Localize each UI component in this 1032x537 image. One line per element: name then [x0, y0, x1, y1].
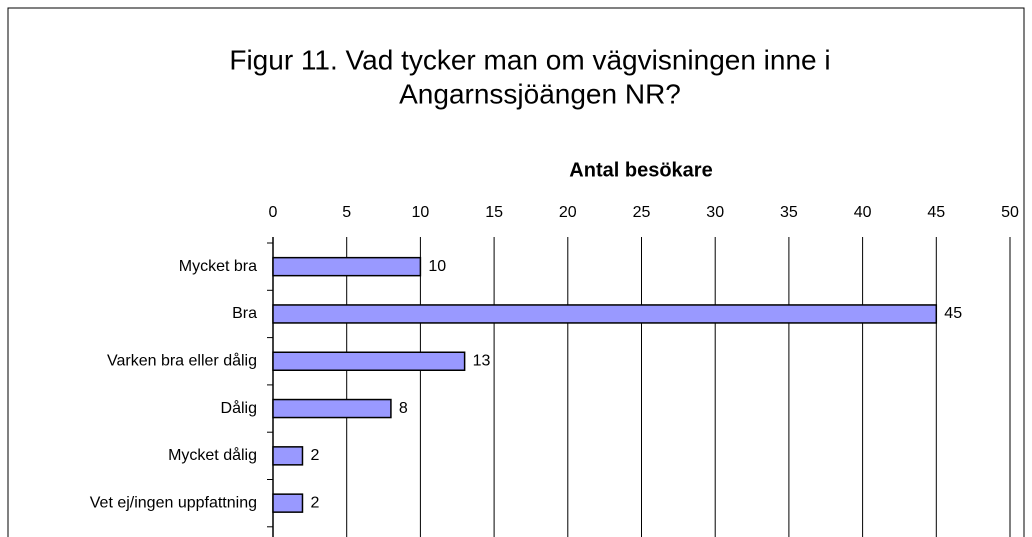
x-tick-label: 35: [780, 204, 798, 221]
bar: [272, 398, 392, 419]
y-tick-label: Mycket bra: [179, 258, 257, 275]
y-tick-label: Vet ej/ingen uppfattning: [90, 494, 257, 511]
value-label: 45: [944, 305, 962, 322]
x-tick-label: 30: [706, 204, 724, 221]
bar: [272, 256, 422, 277]
y-tick-label: Mycket dålig: [168, 446, 257, 464]
value-label: 2: [310, 447, 319, 464]
chart-border: [7, 7, 1025, 537]
bar: [272, 493, 304, 513]
x-tick-label: 45: [927, 204, 945, 221]
x-tick-label: 0: [269, 204, 278, 221]
y-tick-label: Bra: [232, 305, 257, 322]
chart-title: Figur 11. Vad tycker man om vägvisningen…: [229, 44, 830, 75]
y-tick-label: Varken bra eller dålig: [107, 351, 257, 369]
x-tick-label: 10: [412, 204, 430, 221]
bar: [272, 446, 304, 466]
chart-title: Angarnssjöängen NR?: [399, 78, 681, 109]
value-label: 13: [473, 352, 491, 369]
x-tick-label: 20: [559, 204, 577, 221]
x-tick-label: 15: [485, 204, 503, 221]
x-tick-label: 40: [854, 204, 872, 221]
value-label: 10: [428, 258, 446, 275]
value-label: 8: [399, 400, 408, 417]
x-tick-label: 50: [1001, 204, 1019, 221]
y-tick-label: Dålig: [221, 399, 257, 417]
value-label: 2: [310, 494, 319, 511]
bar: [272, 351, 466, 371]
bar: [272, 304, 938, 324]
x-tick-label: 5: [342, 204, 351, 221]
x-tick-label: 25: [633, 204, 651, 221]
axis-title: Antal besökare: [569, 159, 712, 181]
